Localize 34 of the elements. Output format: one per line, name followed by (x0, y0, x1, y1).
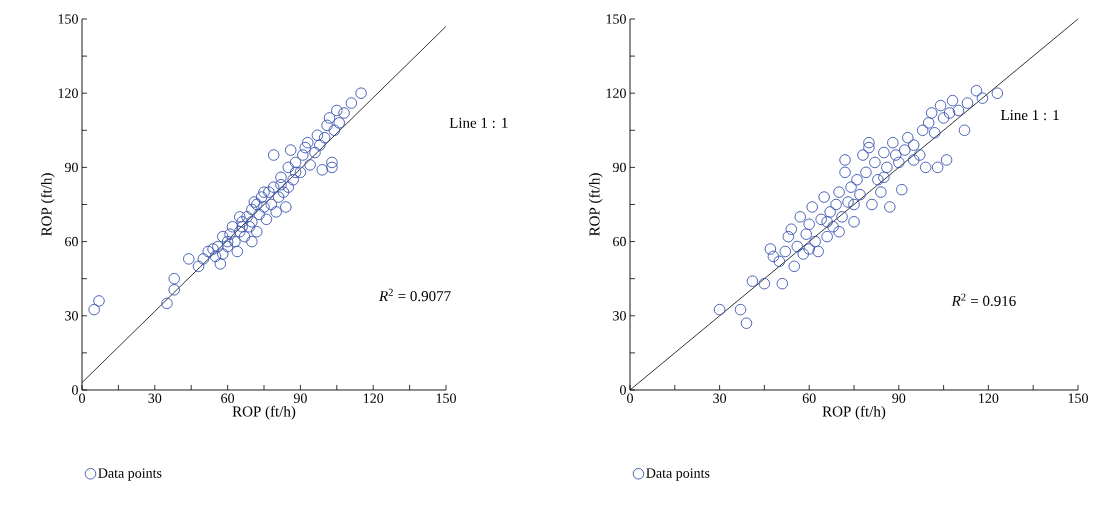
x-tick-label: 150 (436, 393, 456, 403)
x-tick-label: 150 (1068, 393, 1088, 403)
y-tick-label: 30 (65, 311, 78, 321)
y-tick-label: 120 (58, 88, 78, 98)
y-tick-label: 0 (620, 385, 626, 395)
legend-label: Data points (98, 468, 162, 481)
x-tick-label: 30 (148, 393, 162, 403)
x-tick-label: 120 (363, 393, 384, 403)
annotation: Line 1 : 1 (1000, 110, 1059, 121)
x-tick-label: 30 (713, 393, 727, 403)
y-tick-label: 90 (64, 162, 78, 173)
y-tick-label: 60 (613, 236, 626, 247)
y-tick-label: 150 (606, 14, 626, 24)
annotation: R$^{2}$ = 0.9077 (378, 288, 451, 302)
legend-label: Data points (646, 468, 710, 481)
x-tick-label: 0 (627, 393, 633, 403)
x-tick-label: 90 (892, 393, 906, 403)
x-tick-label: 60 (221, 393, 235, 403)
y-tick-label: 90 (612, 162, 626, 173)
x-tick-label: 60 (802, 393, 816, 403)
x-tick-label: 0 (79, 393, 85, 403)
x-axis-title: ROP (ft/h) (232, 405, 296, 420)
y-tick-label: 150 (58, 14, 78, 24)
x-axis-title: ROP (ft/h) (822, 405, 886, 420)
text: Line 1 : 1 (449, 117, 508, 128)
x-tick-label: 120 (979, 393, 999, 403)
y-axis-title: ROP (ft/h) (40, 173, 55, 236)
y-axis-title: ROP (ft/h) (588, 173, 603, 236)
x-tick-label: 90 (293, 393, 307, 403)
y-tick-label: 30 (613, 311, 626, 321)
y-tick-label: 60 (65, 236, 78, 247)
y-tick-label: 0 (72, 385, 78, 395)
y-tick-label: 120 (606, 88, 626, 98)
annotation: R$^{2}$ = 0.916 (951, 293, 1016, 307)
